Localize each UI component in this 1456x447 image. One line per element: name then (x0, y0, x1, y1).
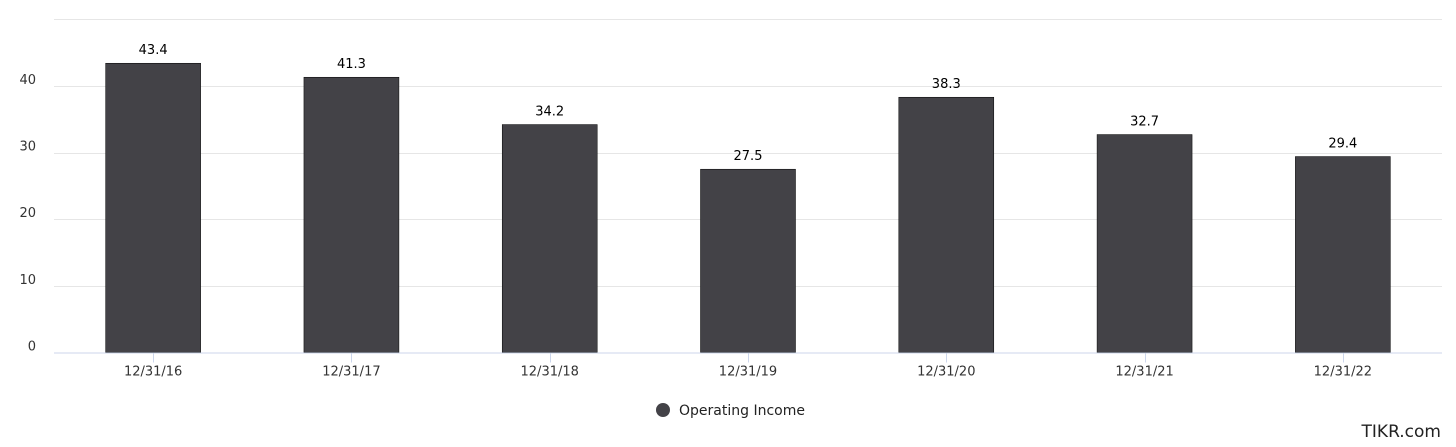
x-tick-label: 12/31/22 (1314, 365, 1372, 380)
y-axis: 0 10 20 30 40 (19, 73, 36, 355)
x-tick-label: 12/31/20 (917, 365, 975, 380)
bars (105, 62, 1391, 353)
bar-12-31-16[interactable] (105, 62, 201, 353)
data-label: 34.2 (535, 105, 564, 120)
bar-12-31-18[interactable] (501, 124, 598, 353)
legend-marker-icon (656, 403, 670, 417)
x-axis: 12/31/16 12/31/17 12/31/18 12/31/19 12/31/20… (54, 352, 1442, 380)
bar-12-31-19[interactable] (700, 168, 796, 353)
data-labels: 43.4 41.3 34.2 27.5 38.3 32.7 29.4 (139, 43, 1358, 164)
legend-label[interactable]: Operating Income (679, 403, 805, 419)
y-tick-label: 40 (19, 73, 36, 88)
data-label: 38.3 (932, 77, 961, 92)
bar-12-31-21[interactable] (1096, 134, 1193, 353)
data-label: 41.3 (337, 57, 366, 72)
data-label: 29.4 (1328, 137, 1357, 152)
y-tick-label: 10 (19, 273, 36, 288)
grid (54, 19, 1442, 287)
watermark-logo: TIKR.com (1361, 422, 1441, 442)
y-tick-label: 20 (19, 206, 36, 221)
legend[interactable]: Operating Income (656, 403, 805, 419)
y-tick-label: 0 (28, 340, 36, 355)
x-tick-label: 12/31/19 (719, 365, 777, 380)
y-tick-label: 30 (19, 140, 36, 155)
x-tick-label: 12/31/17 (322, 365, 380, 380)
x-tick-label: 12/31/16 (124, 365, 182, 380)
bar-12-31-17[interactable] (303, 76, 400, 353)
x-tick-label: 12/31/21 (1115, 365, 1173, 380)
bar-12-31-20[interactable] (898, 96, 995, 353)
bar-12-31-22[interactable] (1295, 156, 1391, 353)
data-label: 27.5 (734, 149, 763, 164)
x-tick-label: 12/31/18 (521, 365, 579, 380)
data-label: 32.7 (1130, 115, 1159, 130)
data-label: 43.4 (139, 43, 168, 58)
